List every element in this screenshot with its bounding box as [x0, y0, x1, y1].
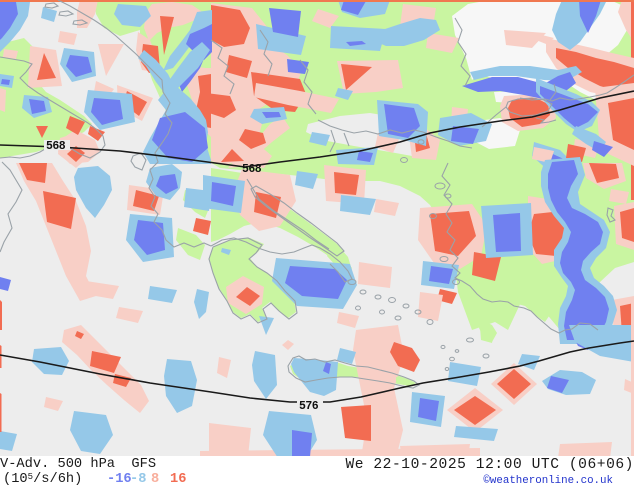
svg-text:568: 568	[46, 140, 66, 153]
svg-text:576: 576	[299, 400, 319, 413]
svg-text:568: 568	[242, 163, 262, 176]
